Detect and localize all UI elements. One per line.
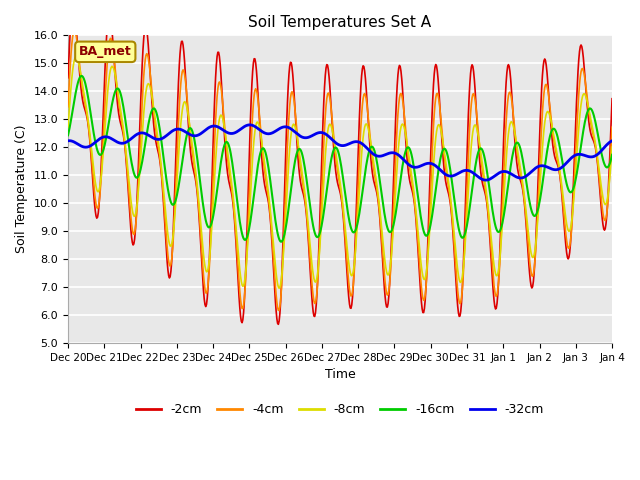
-2cm <box>608 96 616 102</box>
Line: -2cm: -2cm <box>68 7 612 324</box>
-16cm <box>408 152 415 157</box>
-32cm <box>185 131 193 137</box>
-8cm <box>408 172 415 178</box>
-2cm <box>215 49 223 55</box>
-4cm <box>64 104 72 110</box>
-32cm <box>214 124 221 130</box>
Y-axis label: Soil Temperature (C): Soil Temperature (C) <box>15 125 28 253</box>
-4cm <box>408 178 415 183</box>
-8cm <box>72 54 80 60</box>
-8cm <box>424 259 431 264</box>
-8cm <box>215 121 223 127</box>
-16cm <box>64 132 72 138</box>
-4cm <box>275 308 282 313</box>
-32cm <box>130 133 138 139</box>
-32cm <box>407 163 415 169</box>
-2cm <box>408 185 415 191</box>
-16cm <box>608 152 616 157</box>
-16cm <box>78 73 86 79</box>
-8cm <box>131 214 138 219</box>
-2cm <box>75 58 83 63</box>
-2cm <box>275 322 282 327</box>
-4cm <box>215 81 223 86</box>
Line: -4cm: -4cm <box>68 31 612 311</box>
-4cm <box>131 230 138 236</box>
-16cm <box>424 232 431 238</box>
-8cm <box>64 124 72 130</box>
-32cm <box>482 177 490 183</box>
-32cm <box>246 122 253 128</box>
-32cm <box>608 138 616 144</box>
-2cm <box>64 75 72 81</box>
-16cm <box>186 125 194 131</box>
-16cm <box>131 172 138 178</box>
-4cm <box>424 262 431 268</box>
-16cm <box>278 239 285 245</box>
-8cm <box>275 285 283 291</box>
-8cm <box>608 144 616 150</box>
-8cm <box>186 124 194 130</box>
-16cm <box>74 80 82 86</box>
Line: -32cm: -32cm <box>68 125 612 180</box>
Title: Soil Temperatures Set A: Soil Temperatures Set A <box>248 15 431 30</box>
-16cm <box>215 176 223 181</box>
-4cm <box>70 28 78 34</box>
-2cm <box>70 4 77 10</box>
-32cm <box>423 161 431 167</box>
-4cm <box>608 124 616 130</box>
-8cm <box>75 60 83 66</box>
Legend: -2cm, -4cm, -8cm, -16cm, -32cm: -2cm, -4cm, -8cm, -16cm, -32cm <box>131 398 549 421</box>
-32cm <box>64 138 72 144</box>
X-axis label: Time: Time <box>324 368 355 381</box>
Line: -16cm: -16cm <box>68 76 612 242</box>
Text: BA_met: BA_met <box>79 45 132 59</box>
-32cm <box>74 141 82 147</box>
-4cm <box>186 127 194 132</box>
Line: -8cm: -8cm <box>68 57 612 288</box>
-2cm <box>131 236 138 242</box>
-2cm <box>424 251 431 256</box>
-4cm <box>75 53 83 59</box>
-2cm <box>186 142 194 147</box>
